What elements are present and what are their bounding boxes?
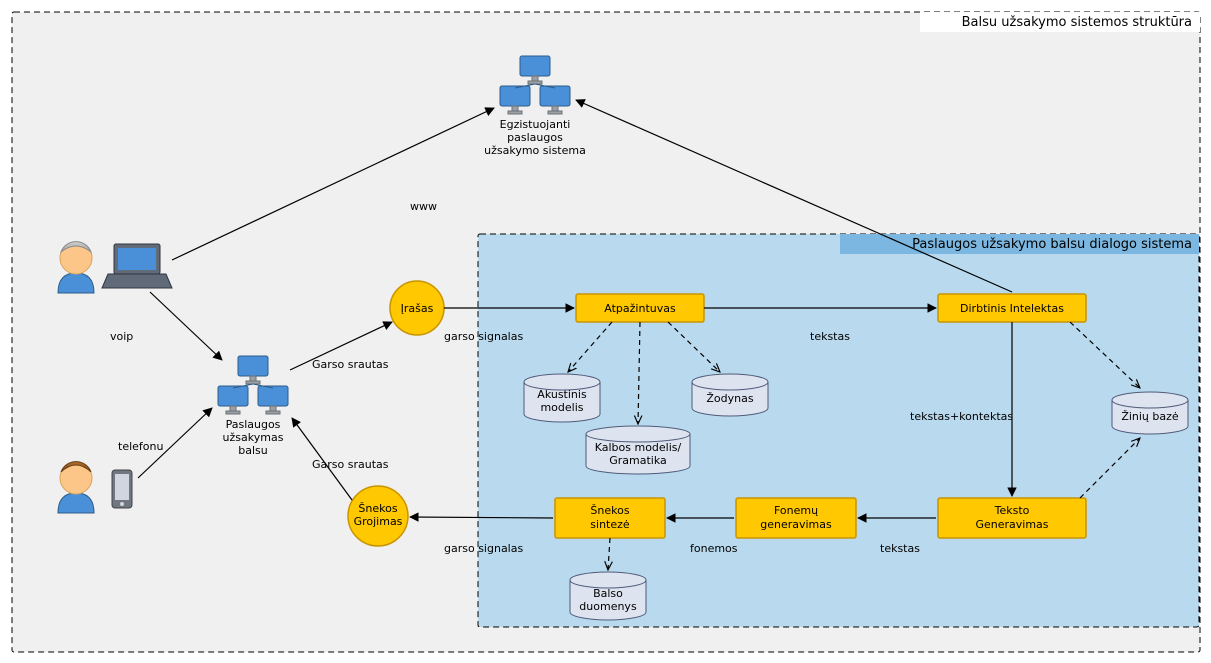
text-gen-label-1: Teksto xyxy=(994,504,1030,517)
edge-fonemos: fonemos xyxy=(690,542,738,555)
svg-text:Balso: Balso xyxy=(593,587,623,600)
recognizer-label: Atpažintuvas xyxy=(604,302,676,315)
text-gen-label-2: Generavimas xyxy=(975,518,1048,531)
inner-frame-title: Paslaugos užsakymo balsu dialogo sistema xyxy=(912,237,1192,252)
user-laptop-icon xyxy=(58,242,94,293)
phoneme-gen-label-2: generavimas xyxy=(760,518,832,531)
svg-text:Akustinis: Akustinis xyxy=(537,388,587,401)
voice-data-db: Balso duomenys xyxy=(570,572,646,620)
voice-order-label-2: užsakymas xyxy=(223,431,284,444)
diagram-root: Balsu užsakymo sistemos struktūra Paslau… xyxy=(0,0,1211,663)
record-node: Įrašas xyxy=(390,281,444,335)
ai-node: Dirbtinis Intelektas xyxy=(938,294,1086,322)
edge-garso-signalas-2: garso signalas xyxy=(444,542,523,555)
phoneme-gen-label-1: Fonemų xyxy=(774,504,818,517)
phone-icon xyxy=(112,470,132,508)
ai-label: Dirbtinis Intelektas xyxy=(960,302,1064,315)
edge-tekstas-1: tekstas xyxy=(810,330,850,343)
voice-order-label-1: Paslaugos xyxy=(226,418,281,431)
voice-order-label-3: balsu xyxy=(238,444,267,457)
lang-model-db: Kalbos modelis/ Gramatika xyxy=(586,426,690,474)
speech-play-label-2: Grojimas xyxy=(354,515,403,528)
kb-db: Žinių bazė xyxy=(1112,392,1188,434)
dictionary-db: Žodynas xyxy=(692,374,768,416)
svg-text:Kalbos modelis/: Kalbos modelis/ xyxy=(595,441,682,454)
svg-text:duomenys: duomenys xyxy=(579,600,637,613)
speech-play-node: Šnekos Grojimas xyxy=(348,486,408,546)
speech-play-label-1: Šnekos xyxy=(358,502,397,515)
record-label: Įrašas xyxy=(401,302,434,315)
edge-tekstas-kontekstas: tekstas+kontektas xyxy=(910,410,1013,423)
edge-garso-srautas-2: Garso srautas xyxy=(312,458,389,471)
edge-garso-srautas-1: Garso srautas xyxy=(312,358,389,371)
svg-text:Žodynas: Žodynas xyxy=(706,392,753,405)
speech-synth-label-1: Šnekos xyxy=(590,504,629,517)
edge-telefonu-label: telefonu xyxy=(118,440,163,453)
svg-text:Gramatika: Gramatika xyxy=(609,454,667,467)
inner-frame: Paslaugos užsakymo balsu dialogo sistema xyxy=(478,234,1199,627)
user-phone-icon xyxy=(58,462,94,513)
svg-text:Žinių bazė: Žinių bazė xyxy=(1121,410,1179,423)
acoustic-model-db: Akustinis modelis xyxy=(524,374,600,422)
existing-system-label-3: užsakymo sistema xyxy=(484,144,586,157)
edge-garso-signalas-1: garso signalas xyxy=(444,330,523,343)
speech-synth-node: Šnekos sintezė xyxy=(555,498,665,538)
recognizer-node: Atpažintuvas xyxy=(576,294,704,322)
existing-system-label-1: Egzistuojanti xyxy=(500,118,571,131)
speech-synth-label-2: sintezė xyxy=(590,518,630,531)
phoneme-gen-node: Fonemų generavimas xyxy=(736,498,856,538)
svg-text:modelis: modelis xyxy=(540,401,583,414)
existing-system-label-2: paslaugos xyxy=(507,131,563,144)
edge-tekstas-2: tekstas xyxy=(880,542,920,555)
outer-frame-title: Balsu užsakymo sistemos struktūra xyxy=(962,15,1192,30)
text-gen-node: Teksto Generavimas xyxy=(938,498,1086,538)
edge-www-label: www xyxy=(410,200,437,213)
edge-voip-label: voip xyxy=(110,330,133,343)
